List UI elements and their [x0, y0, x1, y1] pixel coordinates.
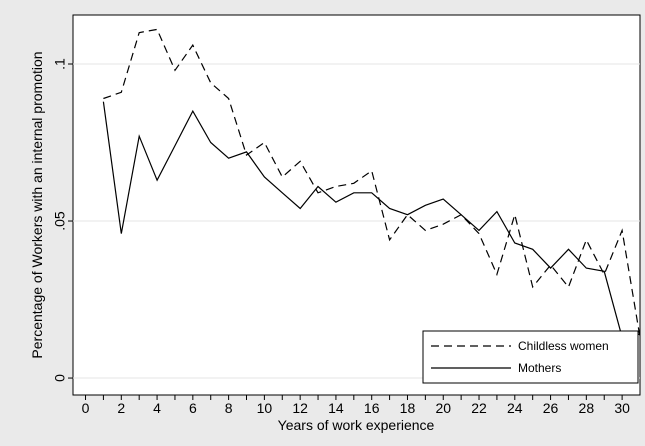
- legend-box: [422, 330, 639, 384]
- x-tick-label: 2: [117, 400, 125, 416]
- x-tick-label: 28: [579, 400, 595, 416]
- series-line: [103, 28, 641, 338]
- x-tick-label: 22: [471, 400, 487, 416]
- x-tick-label: 20: [435, 400, 451, 416]
- legend-label: Childless women: [518, 339, 609, 353]
- x-tick-label: 12: [292, 400, 308, 416]
- y-tick-label: 0: [52, 374, 68, 382]
- series-line: [102, 101, 641, 338]
- x-axis-label: Years of work experience: [278, 417, 435, 433]
- x-tick-label: 8: [225, 400, 233, 416]
- legend-label: Mothers: [518, 361, 561, 375]
- x-tick-label: 6: [189, 400, 197, 416]
- x-tick-label: 24: [507, 400, 523, 416]
- x-tick-label: 14: [328, 400, 344, 416]
- x-tick-label: 18: [400, 400, 416, 416]
- y-axis-label: Percentage of Workers with an internal p…: [29, 51, 45, 358]
- x-tick-label: 0: [82, 400, 90, 416]
- y-tick-label: .05: [52, 211, 68, 231]
- x-tick-label: 26: [543, 400, 559, 416]
- x-tick-label: 30: [614, 400, 630, 416]
- x-tick-label: 16: [364, 400, 380, 416]
- x-tick-label: 10: [257, 400, 273, 416]
- y-tick-label: .1: [52, 58, 68, 70]
- x-tick-label: 4: [153, 400, 161, 416]
